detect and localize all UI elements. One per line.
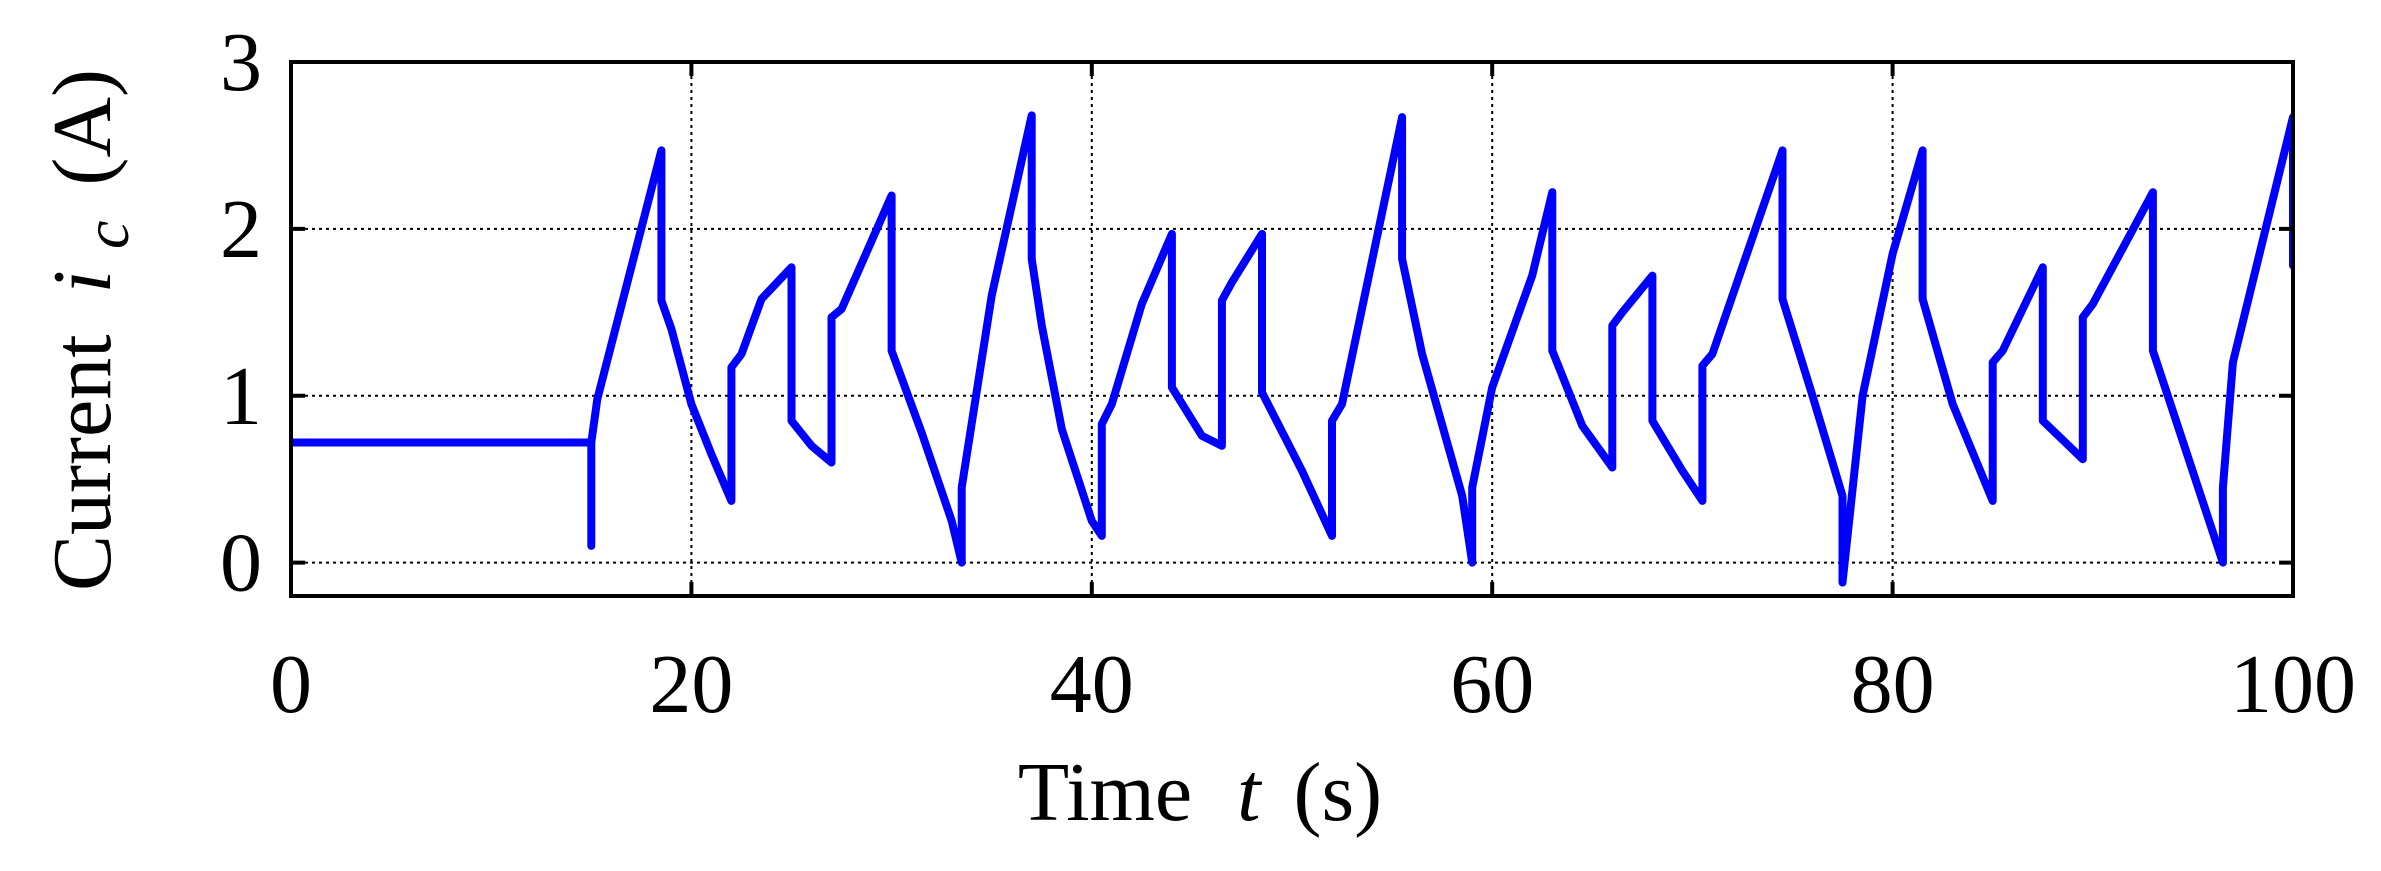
x-tick-label: 60 — [1450, 638, 1534, 731]
y-tick-label: 3 — [220, 16, 262, 109]
x-tick-label: 100 — [2230, 638, 2356, 731]
x-tick-label: 40 — [1050, 638, 1134, 731]
x-tick-label: 20 — [649, 638, 733, 731]
y-axis-label-subscript: c — [71, 221, 142, 249]
x-axis-label-unit: (s) — [1294, 746, 1383, 839]
axis-ticks — [289, 60, 2295, 596]
x-axis-label-prefix: Time — [1018, 746, 1192, 839]
y-axis-label-prefix: Current — [36, 334, 129, 591]
x-axis-label-variable: t — [1237, 746, 1263, 839]
y-axis-label-variable: i — [36, 270, 129, 293]
y-axis-label: Current i c (A) — [36, 69, 147, 591]
y-tick-label: 0 — [220, 517, 262, 610]
series-layer — [291, 111, 2293, 587]
series-line-current — [291, 111, 2293, 587]
y-tick-label: 2 — [220, 183, 262, 276]
x-axis-label: Time t (s) — [1018, 746, 1382, 839]
x-tick-label: 80 — [1851, 638, 1935, 731]
tick-labels: 0 20 40 60 80 100 0 1 2 3 — [220, 16, 2356, 731]
y-tick-label: 1 — [220, 350, 262, 443]
plot-frame — [289, 60, 2295, 598]
x-tick-label: 0 — [270, 638, 312, 731]
y-axis-label-unit: (A) — [36, 69, 129, 186]
grid — [291, 62, 2293, 596]
